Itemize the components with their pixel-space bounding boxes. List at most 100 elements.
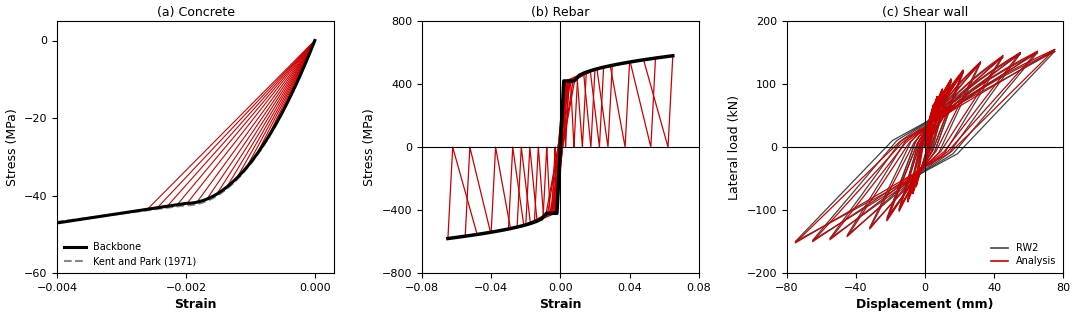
Kent and Park (1971) bbox=[207, 196, 220, 200]
Kent and Park (1971) bbox=[139, 209, 152, 212]
Backbone bbox=[242, 164, 255, 167]
Backbone bbox=[145, 207, 158, 210]
Backbone bbox=[77, 217, 90, 221]
Backbone bbox=[286, 90, 299, 94]
Backbone bbox=[51, 221, 63, 225]
Line: Kent and Park (1971): Kent and Park (1971) bbox=[57, 41, 315, 222]
Backbone bbox=[273, 116, 286, 120]
Backbone bbox=[207, 195, 220, 198]
Backbone bbox=[291, 81, 303, 84]
Kent and Park (1971) bbox=[295, 71, 308, 75]
Kent and Park (1971) bbox=[211, 194, 224, 197]
Backbone bbox=[197, 198, 210, 202]
Backbone bbox=[184, 201, 197, 205]
Kent and Park (1971) bbox=[278, 108, 291, 112]
Kent and Park (1971) bbox=[273, 117, 286, 121]
Kent and Park (1971) bbox=[268, 125, 281, 129]
Kent and Park (1971) bbox=[291, 81, 303, 85]
Kent and Park (1971) bbox=[85, 216, 98, 219]
Backbone bbox=[139, 208, 152, 211]
Backbone bbox=[299, 60, 312, 64]
Backbone bbox=[309, 39, 322, 42]
Kent and Park (1971) bbox=[232, 175, 245, 179]
Backbone bbox=[91, 215, 104, 219]
Backbone bbox=[159, 204, 172, 208]
Backbone bbox=[153, 206, 166, 210]
Backbone bbox=[65, 219, 77, 223]
Kent and Park (1971) bbox=[105, 213, 118, 217]
Kent and Park (1971) bbox=[71, 217, 84, 221]
Kent and Park (1971) bbox=[118, 211, 131, 215]
Title: (b) Rebar: (b) Rebar bbox=[532, 6, 590, 19]
Kent and Park (1971) bbox=[77, 217, 90, 220]
X-axis label: Strain: Strain bbox=[174, 298, 217, 311]
Kent and Park (1971) bbox=[259, 140, 272, 144]
Backbone bbox=[180, 202, 193, 205]
Backbone bbox=[303, 50, 316, 54]
Backbone bbox=[85, 216, 98, 220]
Backbone bbox=[126, 210, 139, 213]
Kent and Park (1971) bbox=[193, 202, 206, 205]
Backbone bbox=[211, 192, 224, 196]
Kent and Park (1971) bbox=[224, 184, 237, 188]
Backbone bbox=[238, 169, 251, 172]
Kent and Park (1971) bbox=[246, 159, 259, 163]
Kent and Park (1971) bbox=[153, 207, 166, 211]
Kent and Park (1971) bbox=[145, 208, 158, 211]
Kent and Park (1971) bbox=[215, 191, 228, 195]
Y-axis label: Stress (MPa): Stress (MPa) bbox=[5, 108, 18, 186]
Backbone bbox=[295, 71, 308, 74]
Kent and Park (1971) bbox=[132, 210, 145, 213]
Backbone bbox=[246, 158, 259, 162]
Backbone bbox=[58, 220, 71, 224]
Kent and Park (1971) bbox=[188, 203, 201, 206]
Backbone bbox=[173, 203, 186, 206]
Kent and Park (1971) bbox=[65, 218, 77, 222]
Line: Backbone: Backbone bbox=[57, 41, 315, 223]
Kent and Park (1971) bbox=[184, 203, 197, 207]
Kent and Park (1971) bbox=[91, 215, 104, 218]
Legend: RW2, Analysis: RW2, Analysis bbox=[989, 242, 1059, 268]
Backbone bbox=[132, 209, 145, 212]
Kent and Park (1971) bbox=[255, 147, 268, 151]
Backbone bbox=[255, 146, 268, 149]
Backbone bbox=[268, 124, 281, 128]
Backbone bbox=[228, 178, 241, 182]
Kent and Park (1971) bbox=[286, 91, 299, 94]
Kent and Park (1971) bbox=[251, 153, 264, 157]
Kent and Park (1971) bbox=[309, 39, 322, 42]
Kent and Park (1971) bbox=[98, 214, 111, 217]
Y-axis label: Lateral load (kN): Lateral load (kN) bbox=[727, 95, 740, 200]
X-axis label: Displacement (mm): Displacement (mm) bbox=[856, 298, 994, 311]
X-axis label: Strain: Strain bbox=[539, 298, 582, 311]
Backbone bbox=[232, 174, 245, 178]
Backbone bbox=[118, 211, 131, 215]
Backbone bbox=[264, 132, 277, 135]
Kent and Park (1971) bbox=[166, 205, 179, 209]
Kent and Park (1971) bbox=[202, 198, 215, 202]
Backbone bbox=[282, 99, 295, 103]
Backbone bbox=[112, 212, 125, 216]
Backbone bbox=[71, 218, 84, 222]
Y-axis label: Stress (MPa): Stress (MPa) bbox=[364, 108, 377, 186]
Kent and Park (1971) bbox=[159, 206, 172, 210]
Kent and Park (1971) bbox=[242, 165, 255, 169]
Kent and Park (1971) bbox=[282, 100, 295, 104]
Backbone bbox=[98, 214, 111, 217]
Backbone bbox=[166, 204, 179, 207]
Kent and Park (1971) bbox=[264, 133, 277, 136]
Title: (a) Concrete: (a) Concrete bbox=[157, 6, 235, 19]
Backbone bbox=[105, 213, 118, 217]
Backbone bbox=[224, 182, 237, 186]
Legend: Backbone, Kent and Park (1971): Backbone, Kent and Park (1971) bbox=[62, 241, 198, 268]
Backbone bbox=[188, 201, 201, 204]
Backbone bbox=[215, 189, 228, 193]
Kent and Park (1971) bbox=[238, 170, 251, 174]
Kent and Park (1971) bbox=[173, 204, 186, 208]
Backbone bbox=[202, 197, 215, 200]
Title: (c) Shear wall: (c) Shear wall bbox=[882, 6, 968, 19]
Kent and Park (1971) bbox=[197, 200, 210, 204]
Kent and Park (1971) bbox=[180, 204, 193, 207]
Kent and Park (1971) bbox=[299, 61, 312, 64]
Backbone bbox=[220, 186, 232, 190]
